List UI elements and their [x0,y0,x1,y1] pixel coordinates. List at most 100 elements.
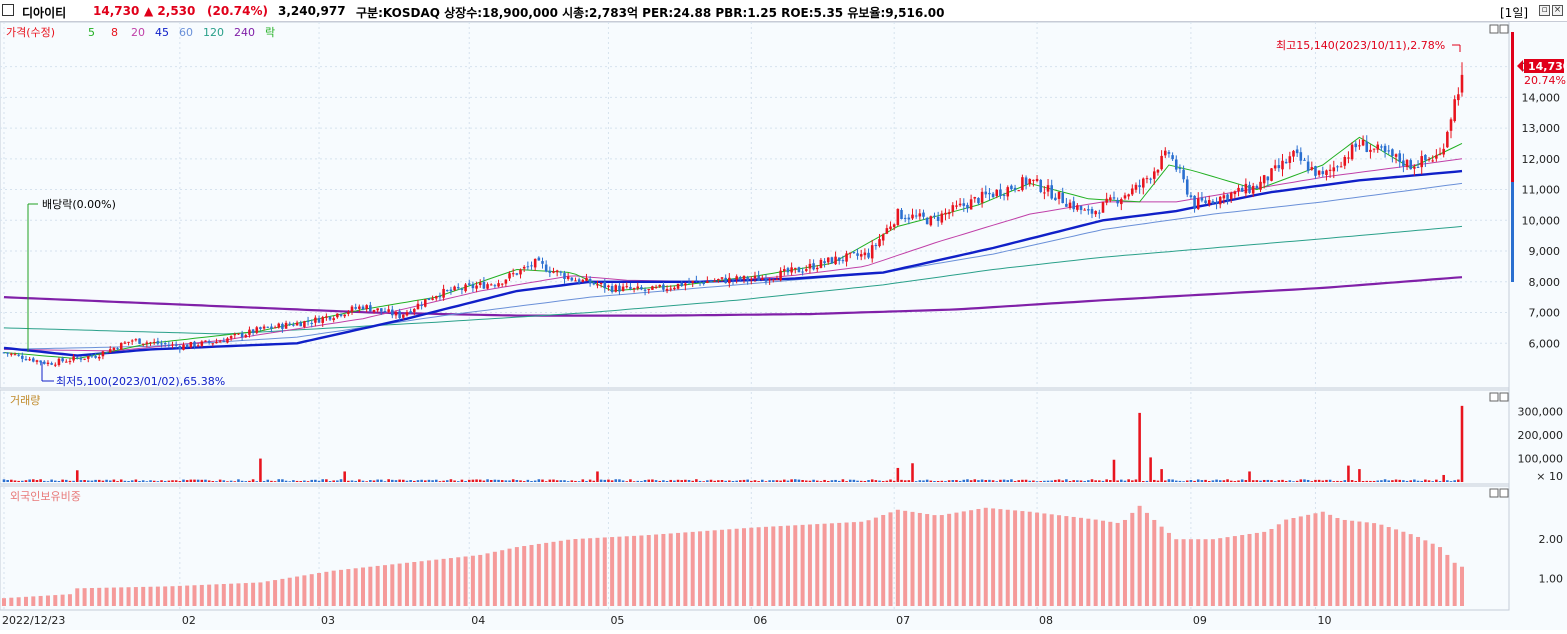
price-tick-3: 9,000 [1529,245,1561,258]
candle-body [314,317,317,323]
candle-body [420,304,423,306]
foreign-panel [0,485,1510,611]
volume-bar [13,480,17,482]
candle-body [588,278,592,284]
foreign-bar [1079,517,1084,606]
candle-body [852,251,856,253]
volume-bar [101,480,105,482]
candle-body [1013,187,1017,190]
candle-body [713,280,716,282]
volume-bar [1387,480,1391,482]
volume-bar [783,479,786,482]
volume-bar [526,479,530,482]
volume-bar [903,480,907,482]
candle-body [193,341,196,347]
candle-body [1409,160,1412,170]
candle-body [251,329,255,334]
candle-body [46,362,50,365]
candle-body [1336,166,1339,168]
candle-body [1002,194,1006,196]
select-checkbox[interactable] [2,4,14,16]
volume-bar [1354,480,1358,482]
volume-bar [1303,479,1306,482]
candle-body [742,275,746,280]
candle-body [504,279,508,284]
volume-bar [753,480,757,482]
candle-body [398,311,401,319]
candle-body [1435,155,1438,159]
chart-svg[interactable]: 6,000 7,000 8,000 9,000 10,000 11,000 12,000 13… [0,21,1567,630]
candle-body [467,283,471,285]
candle-body [13,354,17,356]
candle-body [1416,166,1420,168]
legend-label-3: 20 [131,26,145,39]
candle-body [1394,154,1398,157]
candle-body [1116,199,1119,204]
foreign-bar [1210,539,1215,606]
volume-bar [1101,480,1105,482]
candle-body [955,205,958,207]
candle-body [1178,168,1182,170]
foreign-bar [712,530,717,606]
volume-bar [632,481,636,482]
candle-body [837,257,841,261]
volume-bar [1178,480,1182,482]
period-selector[interactable]: [1일] [1500,6,1529,20]
volume-bar [460,479,464,482]
volume-bar [369,480,372,482]
candle-body [438,295,442,298]
candle-body [174,344,178,346]
volume-bar [750,480,753,482]
candle-body [1229,192,1233,199]
volume-bar [1343,480,1347,482]
foreign-bar [419,561,424,606]
volume-bar [281,479,284,482]
restore-icon[interactable]: ▫ [1539,5,1550,16]
foreign-bar [251,582,256,606]
last-price-label: 14,730 [1528,60,1567,73]
volume-bar [1098,480,1101,482]
candle-body [178,346,182,350]
candle-body [200,341,204,346]
volume-bar [1255,480,1259,482]
volume-bar [167,480,171,482]
volume-bar [826,480,830,482]
foreign-bar [67,594,72,606]
candle-body [471,284,475,289]
volume-unit-label: × 10 [1536,470,1563,483]
candle-body [489,284,493,286]
price-tick-2: 8,000 [1529,276,1561,289]
price-tick-1: 7,000 [1529,307,1561,320]
volume-bar [874,480,878,482]
volume-bar [380,479,383,482]
legend-label-7: 240 [234,26,255,39]
foreign-bar [1188,539,1193,606]
volume-bar [1314,479,1317,482]
volume-bar [519,480,522,482]
candle-body [541,261,544,264]
foreign-bar [837,522,842,606]
foreign-bar [1005,509,1010,606]
close-icon[interactable]: × [1552,5,1563,16]
volume-bar [138,480,141,482]
candle-body [629,286,632,289]
candle-body [724,277,727,284]
candle-body [460,288,464,290]
volume-bar [1376,480,1380,482]
foreign-bar [302,575,307,606]
panel-controls[interactable] [1489,24,1509,498]
foreign-bar [317,573,322,606]
volume-bar [57,481,61,482]
volume-bar [541,479,544,482]
volume-bar [1138,412,1141,482]
volume-bar [742,479,746,482]
foreign-bar [522,546,527,606]
volume-bar [695,479,698,482]
volume-bar [1127,479,1130,482]
volume-bar [988,479,991,482]
candle-body [1039,179,1043,192]
candle-body [1098,212,1101,214]
volume-bar [804,480,808,482]
candle-body [1072,201,1075,210]
chart-area[interactable]: 6,000 7,000 8,000 9,000 10,000 11,000 12,000 13… [0,21,1567,630]
